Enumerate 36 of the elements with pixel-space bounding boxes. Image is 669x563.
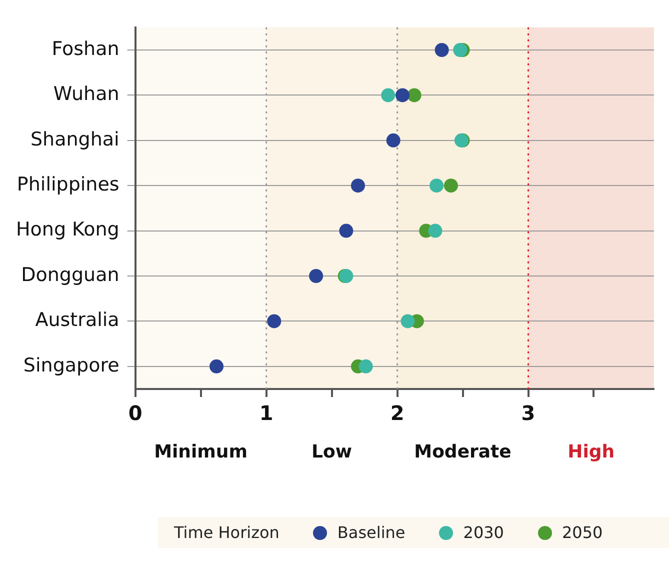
point bbox=[210, 359, 224, 374]
band-label: Low bbox=[312, 442, 352, 463]
point bbox=[444, 178, 458, 193]
x-tick-label: 3 bbox=[521, 401, 536, 426]
x-tick-label: 2 bbox=[390, 401, 404, 426]
point bbox=[430, 178, 444, 193]
y-tick-label: Foshan bbox=[52, 38, 120, 60]
legend-title: Time Horizon bbox=[174, 523, 280, 542]
point bbox=[453, 43, 468, 57]
legend-label: Baseline bbox=[337, 523, 406, 542]
legend-label: 2030 bbox=[463, 523, 504, 542]
point bbox=[309, 269, 324, 283]
y-tick-label: Hong Kong bbox=[16, 218, 120, 241]
y-tick-label: Singapore bbox=[23, 354, 120, 376]
y-tick-label: Dongguan bbox=[21, 264, 120, 286]
point bbox=[434, 43, 449, 57]
point bbox=[428, 224, 442, 238]
point bbox=[386, 133, 400, 148]
band-label: Minimum bbox=[154, 442, 248, 463]
x-tick-label: 0 bbox=[128, 401, 142, 426]
point bbox=[396, 88, 410, 102]
point bbox=[339, 224, 354, 238]
point bbox=[400, 314, 415, 328]
band-label: High bbox=[568, 442, 615, 463]
y-tick-label: Wuhan bbox=[53, 83, 120, 106]
band-label: Moderate bbox=[414, 442, 512, 463]
point bbox=[267, 314, 282, 328]
y-tick-label: Shanghai bbox=[30, 128, 120, 150]
legend-label: 2050 bbox=[562, 523, 603, 542]
y-tick-label: Philippines bbox=[16, 174, 120, 196]
point bbox=[358, 359, 373, 374]
y-tick-label: Australia bbox=[35, 309, 120, 332]
point bbox=[407, 88, 422, 102]
x-tick-label: 1 bbox=[259, 401, 274, 426]
point bbox=[350, 178, 365, 193]
point bbox=[381, 88, 396, 102]
